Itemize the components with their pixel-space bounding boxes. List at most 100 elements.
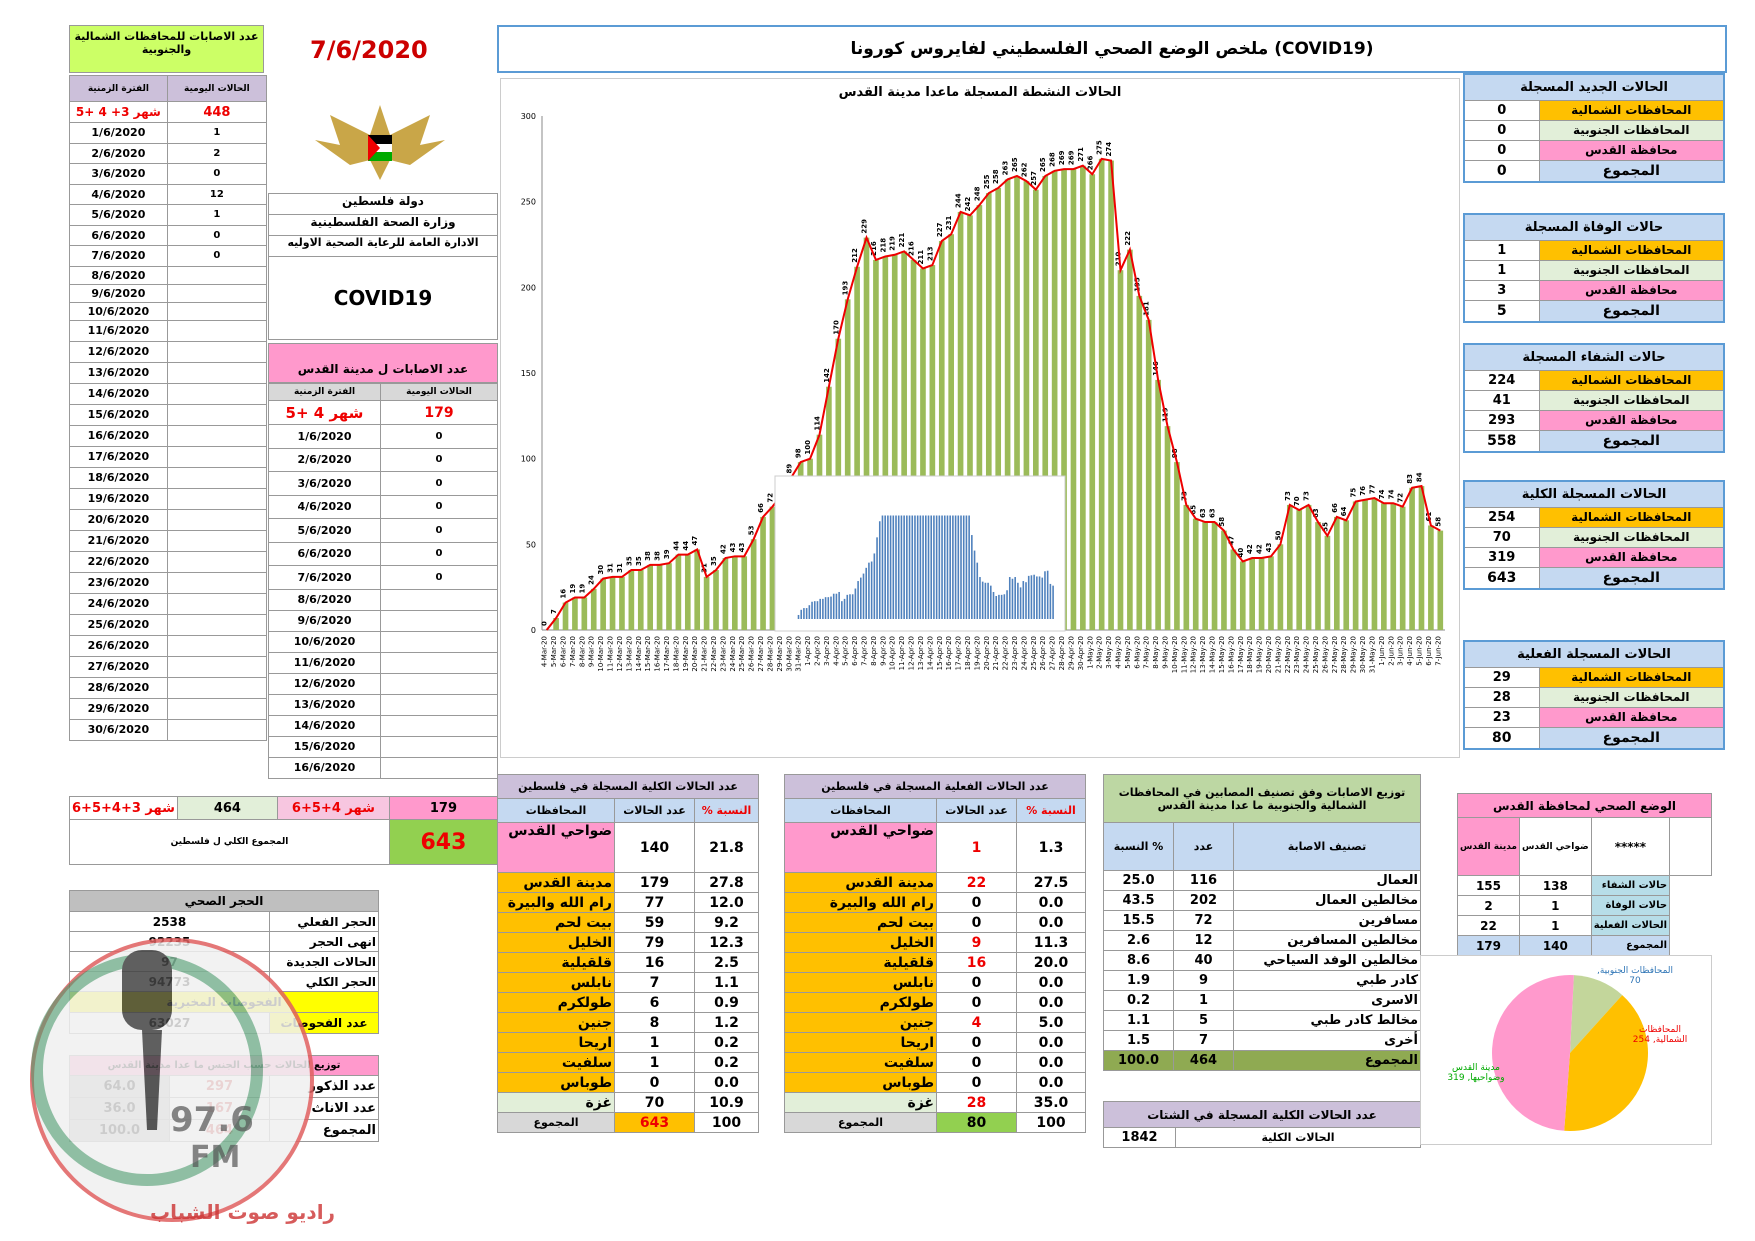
jer-health-row: 2 1 حالات الوفاة: [1457, 895, 1712, 916]
bar-label: 211: [917, 250, 925, 265]
bar-label: 114: [813, 416, 821, 431]
bar-label: 219: [889, 236, 897, 251]
bar: [1334, 516, 1340, 630]
bar-label: 263: [1002, 161, 1010, 176]
class-pct: 1.5: [1103, 1030, 1174, 1051]
bar-label: 227: [936, 222, 944, 237]
inset-bar: [987, 582, 989, 619]
daily-value: [166, 655, 268, 678]
org-ministry: وزارة الصحة الفلسطينية: [269, 215, 497, 236]
total-gov-h-gov: المحافظات: [497, 798, 615, 823]
summary-label: المحافظات الشمالية: [1538, 99, 1725, 121]
chart-frame: [500, 78, 1460, 758]
x-tick-label: 7-Apr-20: [861, 636, 869, 666]
x-tick-label: 18-May-20: [1246, 636, 1254, 673]
x-tick-label: 13-Mar-20: [625, 636, 633, 672]
class-name: مسافرين: [1233, 910, 1421, 931]
x-tick-label: 10-May-20: [1171, 636, 1179, 673]
total-gov-pct: 0.9: [694, 992, 759, 1013]
x-tick-label: 4-May-20: [1114, 636, 1122, 669]
total-gov-count: 8: [614, 1012, 695, 1033]
daily-date: 25/6/2020: [69, 613, 168, 636]
active-gov-count: 0: [936, 992, 1017, 1013]
active-gov-row: اريحا 0 0.0: [784, 1032, 1086, 1053]
total-gov-pct: 0.2: [694, 1032, 759, 1053]
pie-slice: [1564, 995, 1648, 1131]
total-gov-h-pct: % النسبة: [694, 798, 759, 823]
x-tick-label: 13-Apr-20: [917, 636, 925, 670]
inset-bar: [808, 605, 811, 619]
class-total-pct: 100.0: [1103, 1050, 1174, 1071]
bar: [694, 549, 701, 630]
daily-value: [166, 487, 268, 510]
summary-label: محافظة القدس: [1538, 139, 1725, 161]
summary-label: المحافظات الجنوبية: [1538, 526, 1725, 548]
daily-value: [166, 445, 268, 468]
x-tick-label: 18-Mar-20: [672, 636, 680, 672]
inset-bar: [960, 515, 962, 619]
x-tick-label: 3-Apr-20: [823, 636, 831, 666]
x-tick-label: 15-Apr-20: [936, 636, 944, 670]
x-tick-label: 29-Mar-20: [776, 636, 784, 672]
inset-bar: [1049, 583, 1052, 619]
bar: [1437, 530, 1444, 630]
bar: [1343, 520, 1350, 630]
bar-label: 66: [1331, 503, 1339, 513]
x-tick-label: 21-Apr-20: [992, 636, 1000, 670]
summary-label: محافظة القدس: [1538, 409, 1725, 431]
summary-title-row: الحالات المسجلة الفعلية: [1464, 641, 1724, 667]
jer-daily-row: 11/6/2020: [268, 651, 498, 674]
x-tick-label: 18-Apr-20: [964, 636, 972, 670]
jer-daily-date: 7/6/2020: [268, 565, 381, 590]
bar-label: 43: [1265, 542, 1273, 552]
summary-label: المحافظات الجنوبية: [1538, 389, 1725, 411]
inset-bar: [841, 601, 843, 619]
x-tick-label: 2-May-20: [1096, 636, 1104, 669]
bar-label: 244: [955, 193, 963, 208]
total-gov-pct: 12.3: [694, 932, 759, 953]
active-gov-pct: 0.0: [1016, 912, 1086, 933]
x-tick-label: 23-May-20: [1293, 636, 1301, 673]
summary-title-row: الحالات المسجلة الكلية: [1464, 481, 1724, 507]
summary-label: محافظة القدس: [1538, 706, 1725, 728]
summary-row: 70 المحافظات الجنوبية: [1463, 526, 1725, 548]
daily-row: 16/6/2020: [69, 424, 268, 447]
daily-value: [166, 301, 268, 321]
daily-value: [166, 676, 268, 699]
bar: [1296, 510, 1303, 630]
total-gov-name: قلقيلية: [497, 952, 615, 973]
total-gov-count: 1: [614, 1032, 695, 1053]
total-gov-table: عدد الحالات الكلية المسجلة في فلسطين الم…: [497, 774, 759, 1133]
left-table-title: عدد الاصابات للمحافظات الشمالية والجنوبي…: [69, 25, 264, 73]
class-pct: 15.5: [1103, 910, 1174, 931]
summary-value: 0: [1463, 119, 1540, 141]
x-tick-label: 26-May-20: [1321, 636, 1329, 673]
daily-row: 1/6/2020 1: [69, 122, 268, 144]
bar-label: 47: [1227, 536, 1235, 546]
active-gov-h-pct: % النسبة: [1016, 798, 1086, 823]
daily-date: 23/6/2020: [69, 571, 168, 594]
active-gov-h-gov: المحافظات: [784, 798, 937, 823]
inset-bar: [1000, 594, 1003, 619]
bar: [1277, 544, 1284, 630]
bar-label: 216: [870, 241, 878, 256]
x-tick-label: 14-Mar-20: [635, 636, 643, 672]
bar: [572, 597, 578, 630]
bar-label: 218: [879, 238, 887, 253]
inset-bar: [949, 515, 951, 619]
bar: [741, 556, 748, 630]
inset-bar: [946, 515, 949, 619]
bar: [1155, 379, 1161, 630]
bar-label: 265: [1011, 157, 1019, 172]
x-tick-label: 14-May-20: [1209, 636, 1217, 673]
daily-date: 26/6/2020: [69, 634, 168, 657]
bar: [1089, 174, 1096, 630]
pie-label-north: المحافظات الشمالية, 254: [1632, 1025, 1688, 1045]
inset-bar: [797, 614, 800, 619]
summary-label: المحافظات الشمالية: [1538, 666, 1725, 688]
inset-bar: [884, 515, 886, 619]
daily-date: 13/6/2020: [69, 361, 168, 384]
x-tick-label: 20-May-20: [1265, 636, 1273, 673]
daily-value: [166, 550, 268, 573]
inset-bar: [995, 596, 998, 619]
